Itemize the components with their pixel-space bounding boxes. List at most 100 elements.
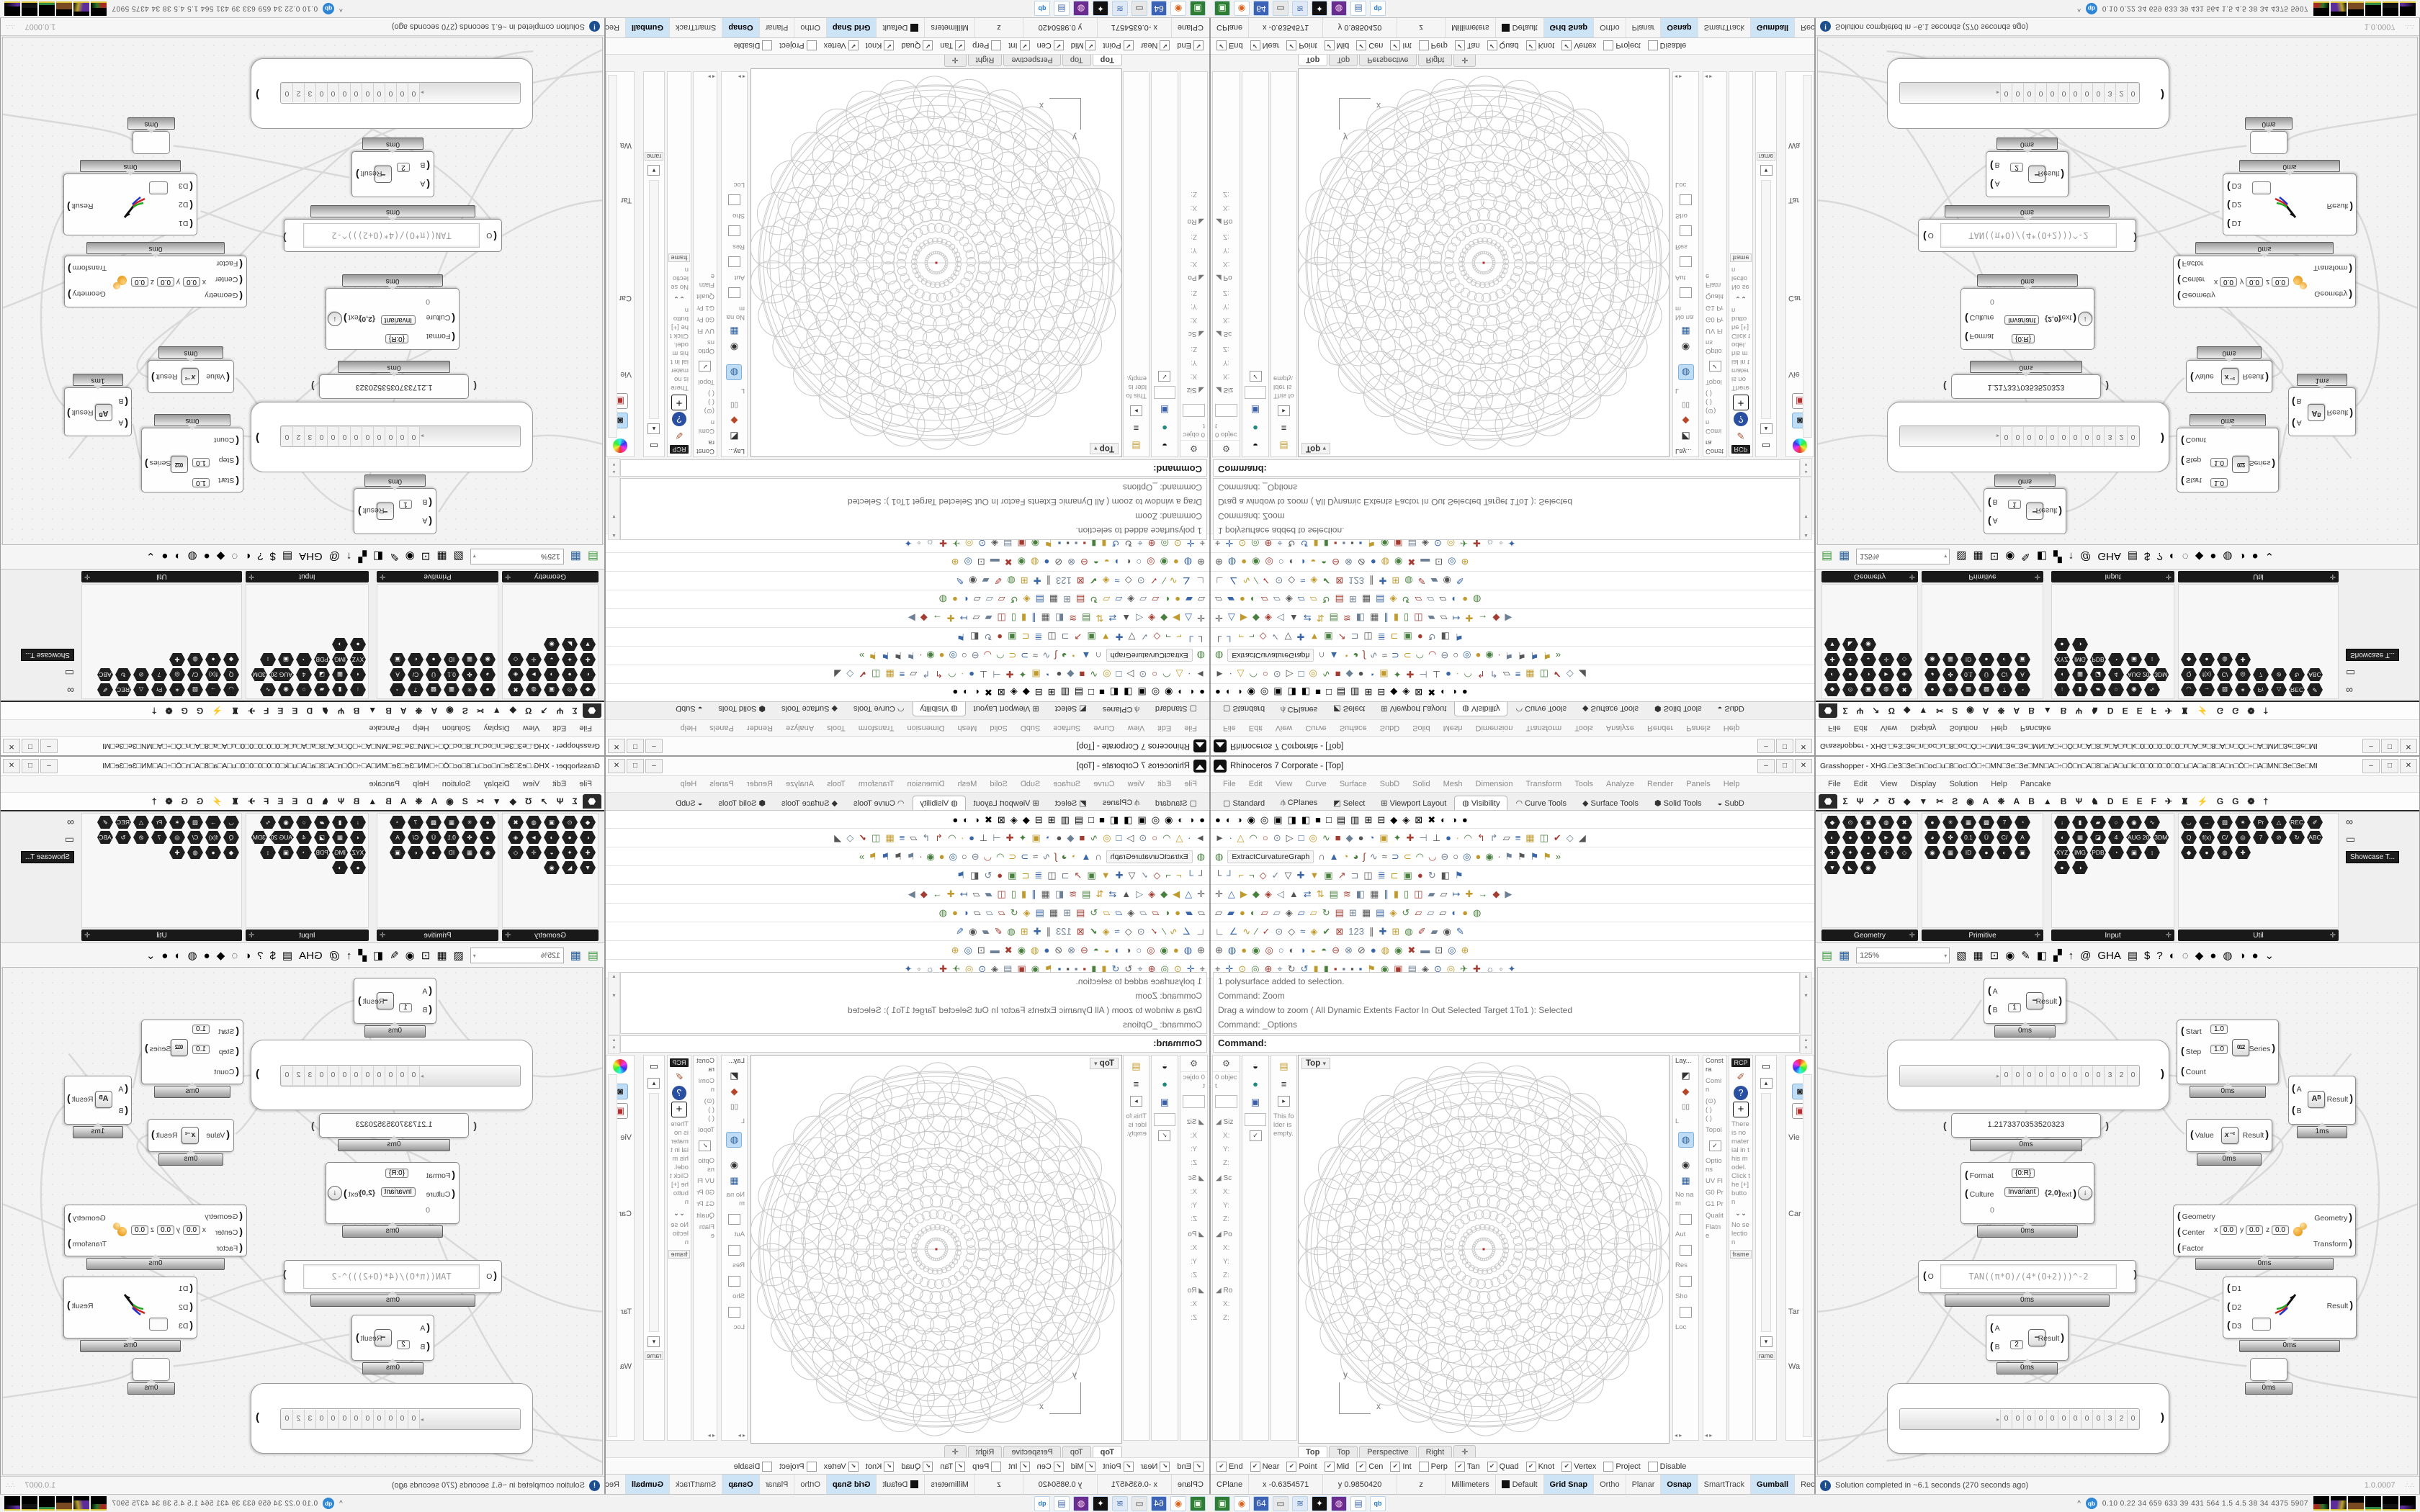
toolbar-icon[interactable]: Ψ	[1856, 796, 1864, 806]
toolbar-icon[interactable]: $	[2144, 949, 2151, 962]
toolbar-icon[interactable]: ◑	[1860, 668, 1876, 681]
toolbar-icon[interactable]: ▷	[1286, 832, 1294, 843]
cplane-cell[interactable]: CPlane	[1211, 1475, 1250, 1494]
osnap-toggle-project[interactable]: Project	[1603, 1461, 1641, 1472]
toolbar-icon[interactable]: ◍	[1073, 1495, 1089, 1511]
toolbar-icon[interactable]: ▪	[1358, 963, 1363, 974]
toolbar-icon[interactable]: ↓	[350, 683, 366, 696]
rhino-toolbar-create-row[interactable]: ► ∙ △ ◠ ○ ⊙ ▷ □ ◎ ∿ ■ ◆ ● ◔ ▣ ✦ ✚ ⊣ ⊥ ● ∙ ◠ ↰ ↱ ▱ ≡ ▦ ◫ ✔ ◇ ◢	[606, 665, 1209, 683]
toolbar-icon[interactable]: ∫	[1054, 650, 1057, 661]
materials-cap-icon[interactable]: ◒	[1162, 1061, 1168, 1071]
toolbar-icon[interactable]: ⚑	[956, 870, 966, 881]
toolbar-icon[interactable]: G	[2216, 796, 2224, 806]
gh-port-count[interactable]: Count	[214, 436, 239, 447]
toolbar-icon[interactable]: ◎	[1448, 557, 1456, 567]
toolbar-icon[interactable]: ▮	[1393, 888, 1399, 899]
toolbar-icon[interactable]: ▣	[1860, 683, 1876, 696]
toolbar-icon[interactable]: ⊙	[1433, 963, 1442, 974]
toolbar-icon[interactable]: ◍	[1007, 926, 1016, 937]
toolbar-icon[interactable]: ◍	[1331, 1495, 1347, 1511]
toolbar-icon[interactable]: ↻	[984, 870, 992, 881]
toolbar-icon[interactable]: ✚	[1406, 832, 1415, 843]
toolbar-icon[interactable]: ◉	[1234, 1495, 1250, 1511]
slider-digit[interactable]: 0	[328, 427, 339, 446]
gh-port-d2[interactable]: D2	[179, 1300, 193, 1312]
toolbar-icon[interactable]: ∙	[961, 832, 964, 843]
toolbar-icon[interactable]: ▥	[1350, 687, 1360, 698]
toolbar-icon[interactable]: ◠	[995, 851, 1005, 862]
toolbar-icon[interactable]: ▦	[1960, 816, 1976, 829]
toolbar-icon[interactable]: ◉	[926, 650, 935, 661]
eraser-icon[interactable]: ✐	[1736, 430, 1745, 441]
palette-footer[interactable]: Primitive ✛	[377, 930, 498, 941]
toolbar-icon[interactable]: ⬣	[582, 703, 601, 718]
toolbar-icon[interactable]: Pancake	[2020, 780, 2051, 788]
toolbar-icon[interactable]: ◈	[1896, 831, 1912, 844]
toolbar-icon[interactable]: ◎	[1151, 814, 1160, 825]
toolbar-icon[interactable]: †	[151, 796, 157, 806]
toolbar-icon[interactable]: △	[2271, 816, 2287, 829]
toolbar-icon[interactable]: ↰	[935, 832, 944, 843]
earth-icon[interactable]: ◍	[1196, 851, 1205, 862]
toolbar-icon[interactable]: ✚	[1473, 963, 1481, 974]
toolbar-icon[interactable]: ◔	[296, 846, 312, 859]
toolbar-icon[interactable]: 7	[2253, 668, 2269, 681]
toolbar-icon[interactable]: ◍	[1183, 557, 1193, 567]
toolbar-icon[interactable]: ▼	[1824, 638, 1840, 651]
tray-graphs[interactable]	[2313, 1, 2416, 16]
rhino-toolbar-point-edit-row[interactable]: └ ┘ ⌐ ¬ ◇ ✓ ▽ ✚ ▼ ▣ ↗ ⊐ ◫ ≣ ⊏ ▣ ● ↻ ◧ ⚑	[1211, 627, 1814, 646]
toolbar-icon[interactable]: ✖	[508, 816, 524, 829]
toolbar-icon[interactable]: ●	[1215, 687, 1221, 698]
slider-digit[interactable]: 3	[2104, 84, 2115, 102]
toolbar-icon[interactable]: ∿	[260, 683, 276, 696]
toolbar-icon[interactable]: ≣	[1034, 870, 1043, 881]
toolbar-icon[interactable]: ▬	[990, 945, 1000, 955]
toolbar-icon[interactable]: ⊠	[1415, 687, 1423, 698]
gh-port-o[interactable]: O	[1923, 231, 1934, 243]
toolbar-icon[interactable]: ◑	[1299, 945, 1306, 955]
add-material-button[interactable]: +	[1733, 395, 1749, 410]
toolbar-icon[interactable]: View	[1275, 724, 1293, 732]
checker-icon[interactable]: ◩	[1681, 1070, 1690, 1081]
toolbar-icon[interactable]: ▣	[1087, 631, 1096, 642]
toolbar-icon[interactable]: ⇄	[1108, 888, 1117, 899]
section-rotation[interactable]: ◢ Ro	[1216, 1287, 1233, 1295]
rhino-toolbar-visibility-row[interactable]: ● ◐ ◑ ◉ ◎ ▣ ◨ ◧ ■ □ ▤ ▥ ⊞ ⊟ ◆ ◈ ⊠ ✖ ◐ ◑ ●	[606, 811, 1209, 829]
toolbar-icon[interactable]: ↑	[346, 550, 352, 563]
toolbar-icon[interactable]: ✚	[2235, 846, 2251, 859]
toolbar-icon[interactable]: ◠	[1162, 832, 1171, 843]
toolbar-icon[interactable]: ▤	[1407, 963, 1417, 974]
toolbar-icon[interactable]: ✚	[2235, 653, 2251, 666]
toolbar-icon[interactable]: ❉	[1997, 706, 2005, 716]
toolbar-icon[interactable]: ◇	[1288, 926, 1296, 937]
panel-scrollbar[interactable]	[1761, 180, 1771, 419]
tray-expand-icon[interactable]: ^	[2077, 1499, 2081, 1508]
toolbar-icon[interactable]: ●	[2199, 653, 2215, 666]
texture-image-icon[interactable]: ▣	[1160, 1097, 1170, 1107]
toolbar-icon[interactable]: »	[1555, 650, 1561, 661]
toolbar-icon[interactable]: ↰	[1476, 669, 1485, 680]
toolbar-icon[interactable]: Panels	[1686, 724, 1711, 732]
units-cell[interactable]: Millimeters	[1446, 18, 1496, 37]
toolbar-icon[interactable]: ✐	[1417, 575, 1426, 586]
toolbar-icon[interactable]: ◒	[1860, 846, 1876, 859]
toolbar-icon[interactable]: ●	[1475, 650, 1482, 661]
toolbar-icon[interactable]: Ѱ	[2075, 796, 2083, 806]
toolbar-icon[interactable]: REC	[2289, 816, 2305, 829]
property-input[interactable]	[1215, 1095, 1237, 1108]
toolbar-icon[interactable]: ◉	[1860, 638, 1876, 651]
panel-nav-arrows[interactable]: ◂ ▸	[1705, 73, 1713, 80]
toolbar-icon[interactable]: ▦	[1041, 888, 1050, 899]
toolbar-icon[interactable]: ◖	[350, 831, 366, 844]
gh-node-power[interactable]: A B Aᴮ Result 1ms	[2288, 1076, 2356, 1138]
toolbar-icon[interactable]: ▱	[1273, 594, 1281, 605]
toolbar-icon[interactable]: ⊙	[1137, 926, 1145, 937]
color-wheel-icon[interactable]: ◉	[613, 1059, 627, 1074]
toolbar-icon[interactable]: ◈	[1896, 668, 1912, 681]
toolbar-icon[interactable]: ↗	[1337, 870, 1346, 881]
gh-port-in[interactable]: (	[1943, 1120, 1947, 1131]
